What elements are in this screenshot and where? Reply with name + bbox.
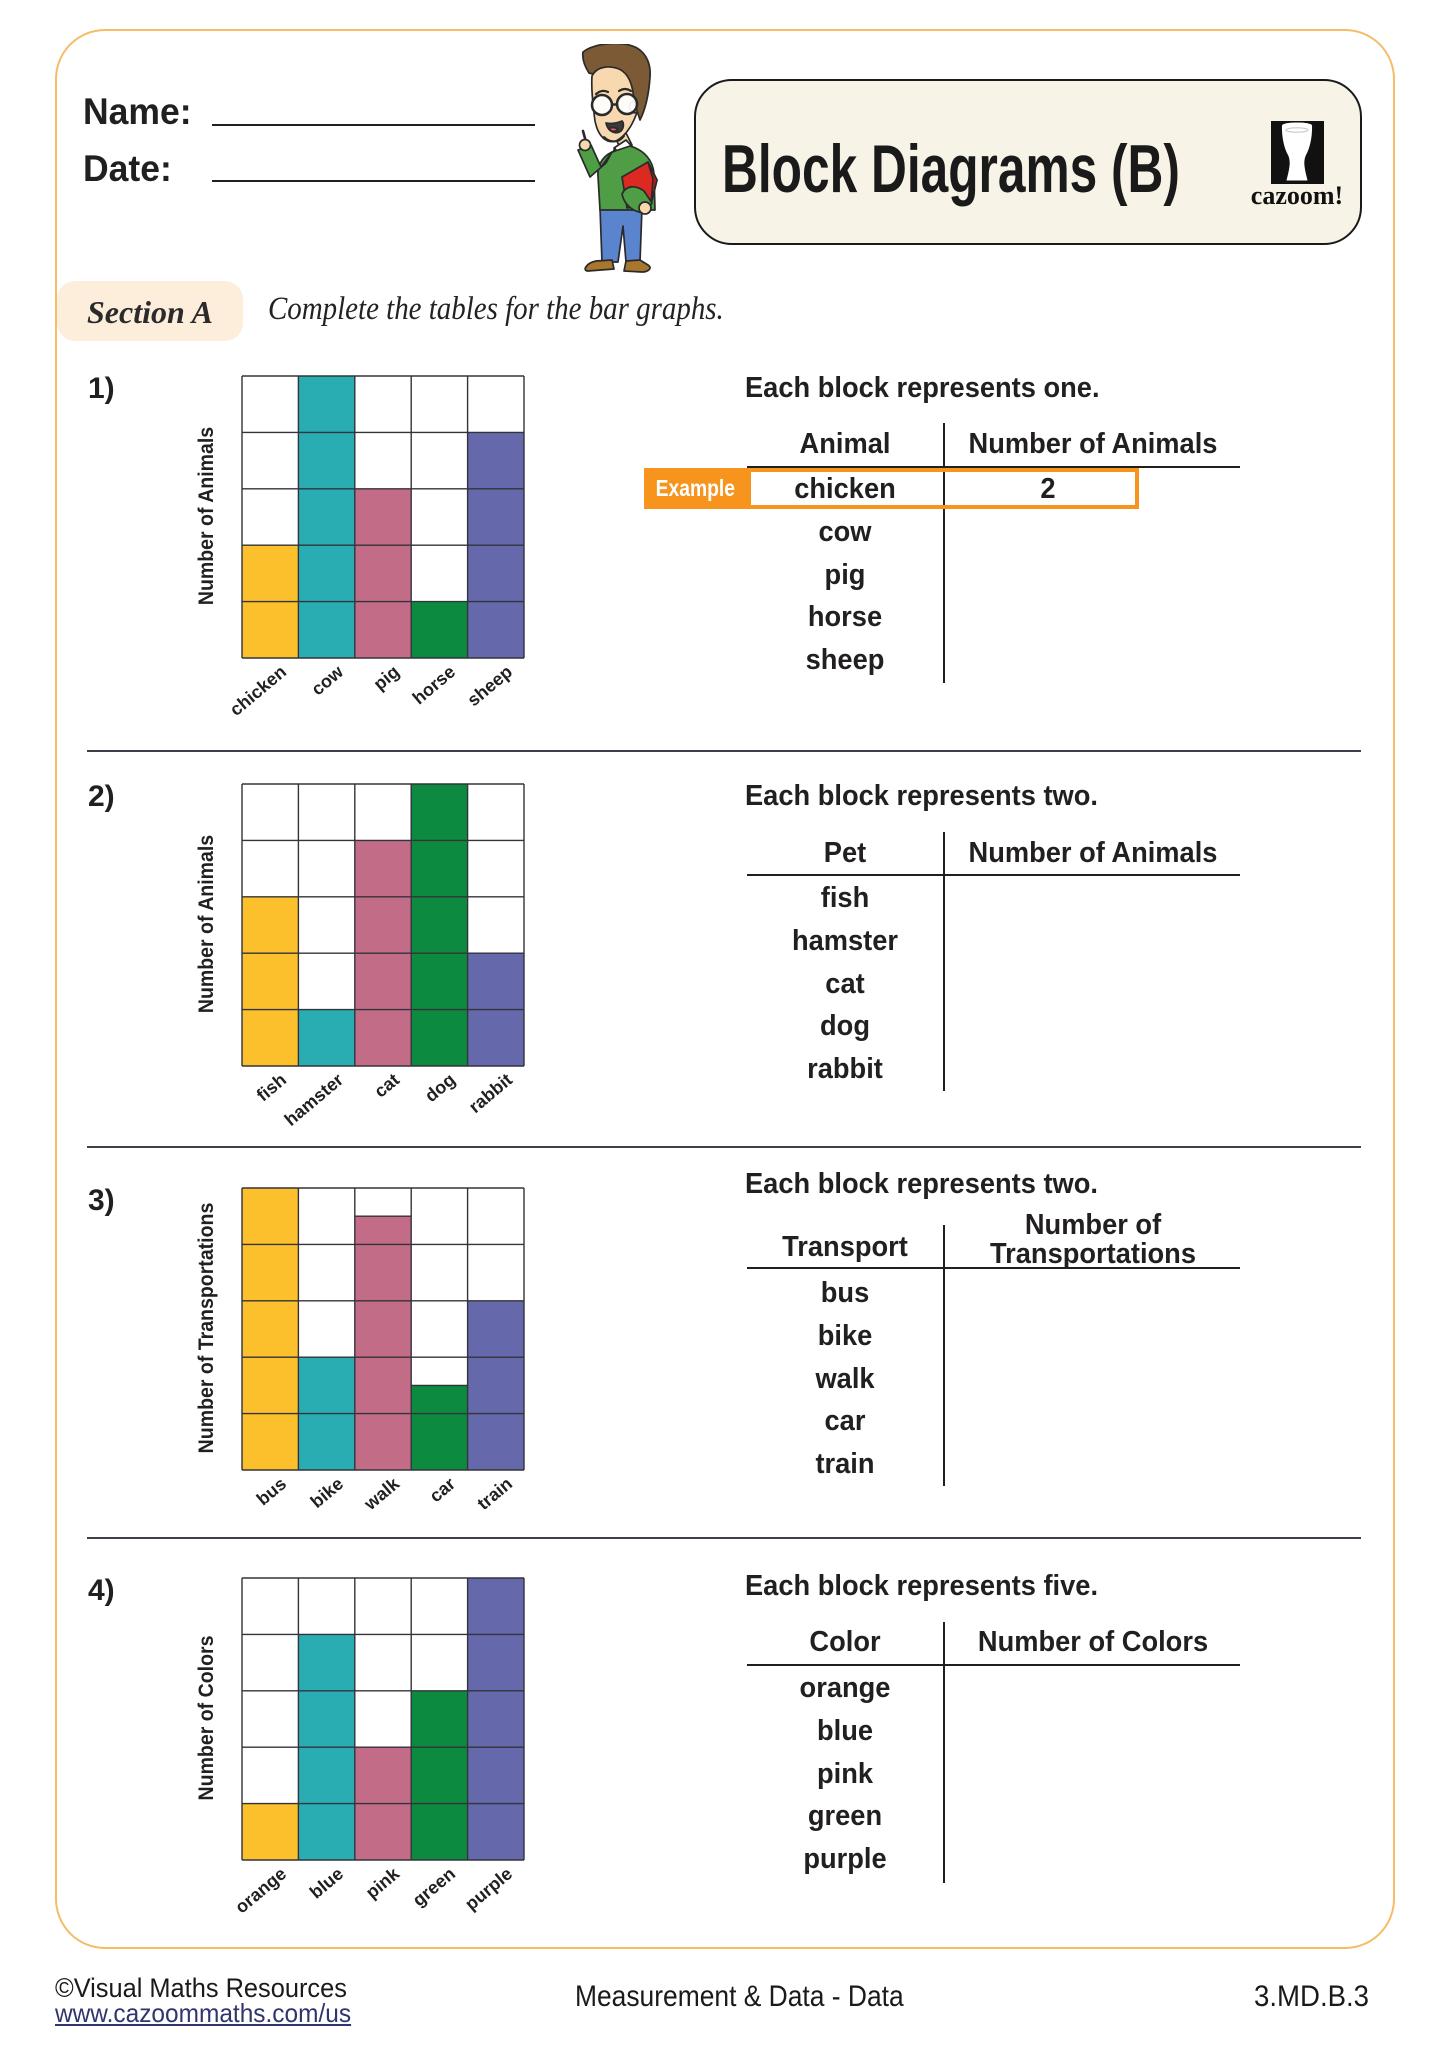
svg-text:cazoom!: cazoom! — [1251, 181, 1343, 210]
